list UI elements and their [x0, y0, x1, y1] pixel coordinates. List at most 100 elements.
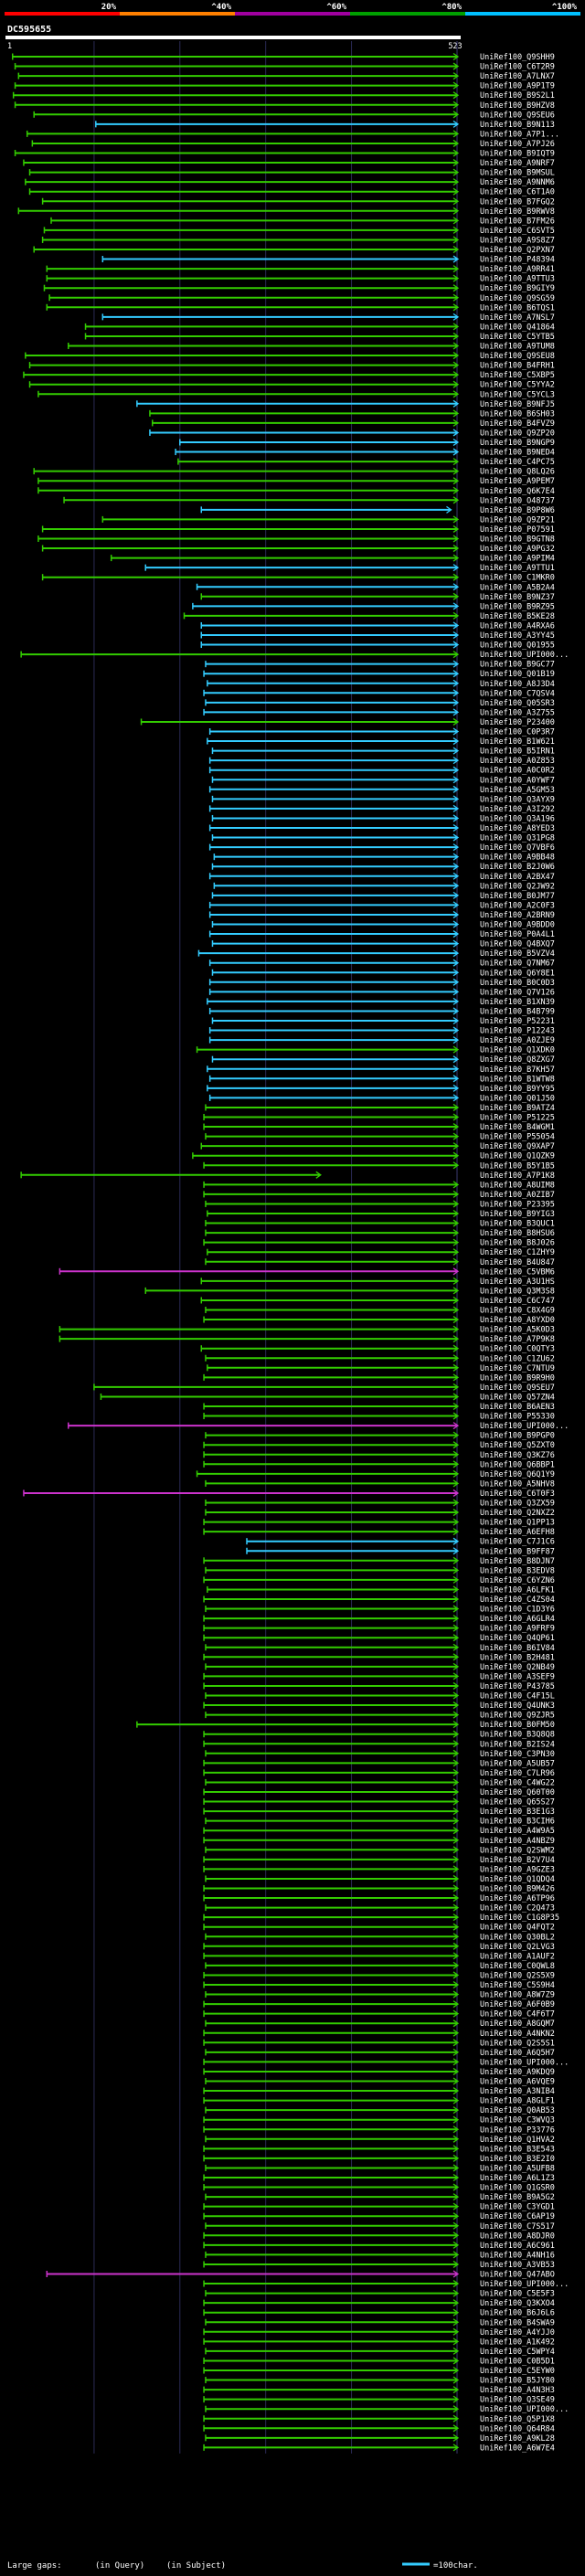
hit-end-arrow: [452, 1923, 460, 1931]
hit-row: UniRef100_P48394: [101, 255, 555, 265]
hit-label: UniRef100_A5UFB8: [480, 2164, 555, 2173]
hit-label: UniRef100_Q9SEU6: [480, 111, 555, 120]
hit-row: UniRef100_Q57ZN4: [100, 1393, 555, 1402]
hit-row: UniRef100_B9PGP0: [205, 1431, 555, 1441]
hit-end-arrow: [452, 2327, 460, 2336]
hit-end-arrow: [452, 496, 460, 504]
hit-label: UniRef100_B9RWV8: [480, 207, 555, 217]
hit-label: UniRef100_Q1PP13: [480, 1519, 555, 1528]
hit-label: UniRef100_P0A4L1: [480, 930, 555, 939]
hit-row: UniRef100_C5YTB5: [84, 332, 555, 342]
hit-row: UniRef100_A6C961: [203, 2241, 555, 2251]
hit-end-arrow: [452, 1509, 460, 1517]
hit-end-arrow: [452, 978, 460, 986]
hit-end-arrow: [452, 2009, 460, 2018]
hit-end-arrow: [452, 1412, 460, 1420]
hit-end-arrow: [452, 448, 460, 456]
hit-label: UniRef100_B4FVZ9: [480, 419, 555, 429]
hit-end-arrow: [452, 766, 460, 774]
hit-row: UniRef100_B9NGP9: [179, 438, 555, 448]
hit-label: UniRef100_Q0AB53: [480, 2106, 555, 2115]
hit-end-arrow: [452, 2077, 460, 2085]
hit-end-arrow: [452, 1797, 460, 1806]
hit-label: UniRef100_A9NNM6: [480, 178, 555, 187]
hit-end-arrow: [452, 1363, 460, 1372]
hit-end-arrow: [452, 2115, 460, 2124]
hit-end-arrow: [452, 2433, 460, 2442]
hit-row: UniRef100_A9TUM8: [68, 342, 555, 352]
hit-label: UniRef100_C5YYA2: [480, 381, 555, 390]
hit-end-arrow: [452, 1701, 460, 1710]
hit-label: UniRef100_C7J1C6: [480, 1538, 555, 1547]
hit-end-arrow: [452, 814, 460, 822]
hit-label: UniRef100_A6GLR4: [480, 1615, 555, 1624]
hit-end-arrow: [452, 785, 460, 793]
hit-end-arrow: [452, 670, 460, 678]
hit-end-arrow: [452, 737, 460, 746]
hit-label: UniRef100_A8GQM7: [480, 2019, 555, 2029]
hit-end-arrow: [452, 1469, 460, 1478]
hit-end-arrow: [452, 1681, 460, 1690]
hit-row: UniRef100_Q6Y8E1: [211, 969, 555, 978]
hit-row: UniRef100_A4RXA6: [200, 621, 555, 631]
hit-end-arrow: [452, 371, 460, 379]
hit-end-arrow: [452, 602, 460, 610]
hit-end-arrow: [452, 1952, 460, 1960]
hit-label: UniRef100_A4NH16: [480, 2251, 555, 2260]
hit-rows: UniRef100_Q9SHH9UniRef100_C6T2R9UniRef10…: [12, 52, 569, 2453]
hit-label: UniRef100_Q4FQT2: [480, 1924, 555, 1933]
hit-row: UniRef100_Q2NXZ2: [205, 1509, 555, 1518]
hit-end-arrow: [452, 101, 460, 109]
hit-end-arrow: [452, 2337, 460, 2346]
query-end-label: 523: [448, 42, 462, 51]
hit-label: UniRef100_B9GTN8: [480, 535, 555, 545]
hit-row: UniRef100_B9GC77: [205, 660, 555, 670]
hit-row: UniRef100_A8DJR0: [203, 2231, 555, 2241]
hit-label: UniRef100_A3U1HS: [480, 1277, 555, 1287]
hit-label: UniRef100_C7QSV4: [480, 689, 555, 698]
hit-end-arrow: [452, 303, 460, 312]
hit-label: UniRef100_A7P1...: [480, 130, 559, 139]
hit-label: UniRef100_Q7V126: [480, 988, 555, 997]
hit-label: UniRef100_A4W9A5: [480, 1827, 555, 1836]
hit-end-arrow: [452, 399, 460, 408]
hit-row: UniRef100_A9PG32: [41, 545, 555, 554]
hit-label: UniRef100_A9P1T9: [480, 82, 555, 91]
hit-end-arrow: [452, 611, 460, 620]
hit-row: UniRef100_Q47ABO: [46, 2270, 555, 2280]
hit-row: UniRef100_B5Y1B5: [203, 1161, 555, 1171]
hit-end-arrow: [452, 352, 460, 360]
hit-label: UniRef100_A5B2A4: [480, 583, 555, 592]
hit-label: UniRef100_A6L1Z3: [480, 2174, 555, 2183]
hit-label: UniRef100_Q8ZXG7: [480, 1055, 555, 1065]
hit-row: UniRef100_B1WTW8: [208, 1075, 555, 1084]
hit-row: UniRef100_Q8ZXG7: [211, 1055, 555, 1065]
hit-row: UniRef100_Q7VBF6: [208, 843, 555, 853]
hit-label: UniRef100_A6C961: [480, 2242, 555, 2251]
hit-end-arrow: [452, 380, 460, 388]
hit-end-arrow: [452, 2087, 460, 2095]
hit-row: UniRef100_B3QUC1: [205, 1219, 555, 1229]
hit-label: UniRef100_B1XN39: [480, 998, 555, 1007]
hit-label: UniRef100_A5K0D3: [480, 1326, 555, 1335]
hit-row: UniRef100_P07591: [41, 525, 555, 535]
hit-end-arrow: [452, 1335, 460, 1343]
hit-row: UniRef100_Q5P1X8: [203, 2414, 555, 2424]
hit-row: UniRef100_P0A4L1: [208, 930, 555, 939]
hit-row: UniRef100_C4WG22: [205, 1778, 555, 1787]
hit-label: UniRef100_Q9ZJR5: [480, 1712, 555, 1721]
hit-row: UniRef100_B2IS24: [203, 1740, 555, 1749]
hit-label: UniRef100_B3E1G3: [480, 1807, 555, 1817]
hit-label: UniRef100_A8UIM8: [480, 1181, 555, 1190]
hit-end-arrow: [452, 2000, 460, 2009]
hit-end-arrow: [452, 717, 460, 726]
hit-row: UniRef100_Q9ZJR5: [205, 1711, 555, 1721]
hit-row: UniRef100_A4NBZ9: [203, 1836, 555, 1846]
hit-row: UniRef100_Q3KZ76: [203, 1450, 555, 1460]
hit-label: UniRef100_Q57ZN4: [480, 1393, 555, 1402]
hit-row: UniRef100_B9NZ37: [200, 592, 555, 602]
hit-row: UniRef100_A2C0F3: [208, 901, 555, 910]
hit-row: UniRef100_B3E1G3: [203, 1807, 555, 1817]
hit-row: UniRef100_Q3AYX9: [211, 795, 555, 804]
hit-row: UniRef100_A8J3D4: [207, 679, 555, 689]
